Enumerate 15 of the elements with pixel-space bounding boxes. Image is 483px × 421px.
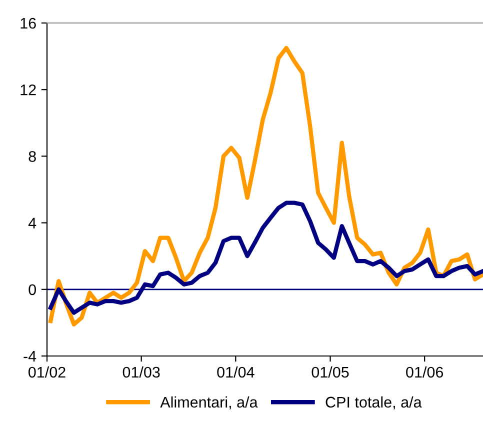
line-series [48, 46, 483, 326]
x-tick-label: 01/03 [122, 366, 160, 378]
y-tick-label: 4 [28, 218, 36, 228]
x-tick-label: 01/06 [406, 366, 444, 378]
x-tick-label: 01/05 [312, 366, 349, 378]
y-tick-label: 0 [28, 284, 36, 296]
legend-label: CPI totale, a/a [326, 396, 422, 410]
legend-label: Alimentari, a/a [160, 396, 258, 410]
x-tick-label: 01/02 [28, 366, 66, 378]
x-tick-label: 01/04 [217, 366, 254, 378]
y-tick-label: 16 [20, 18, 36, 29]
line-series [48, 200, 483, 315]
y-tick-label: 12 [20, 84, 36, 96]
y-tick-label: -4 [24, 351, 36, 362]
y-tick-label: 8 [28, 151, 36, 162]
